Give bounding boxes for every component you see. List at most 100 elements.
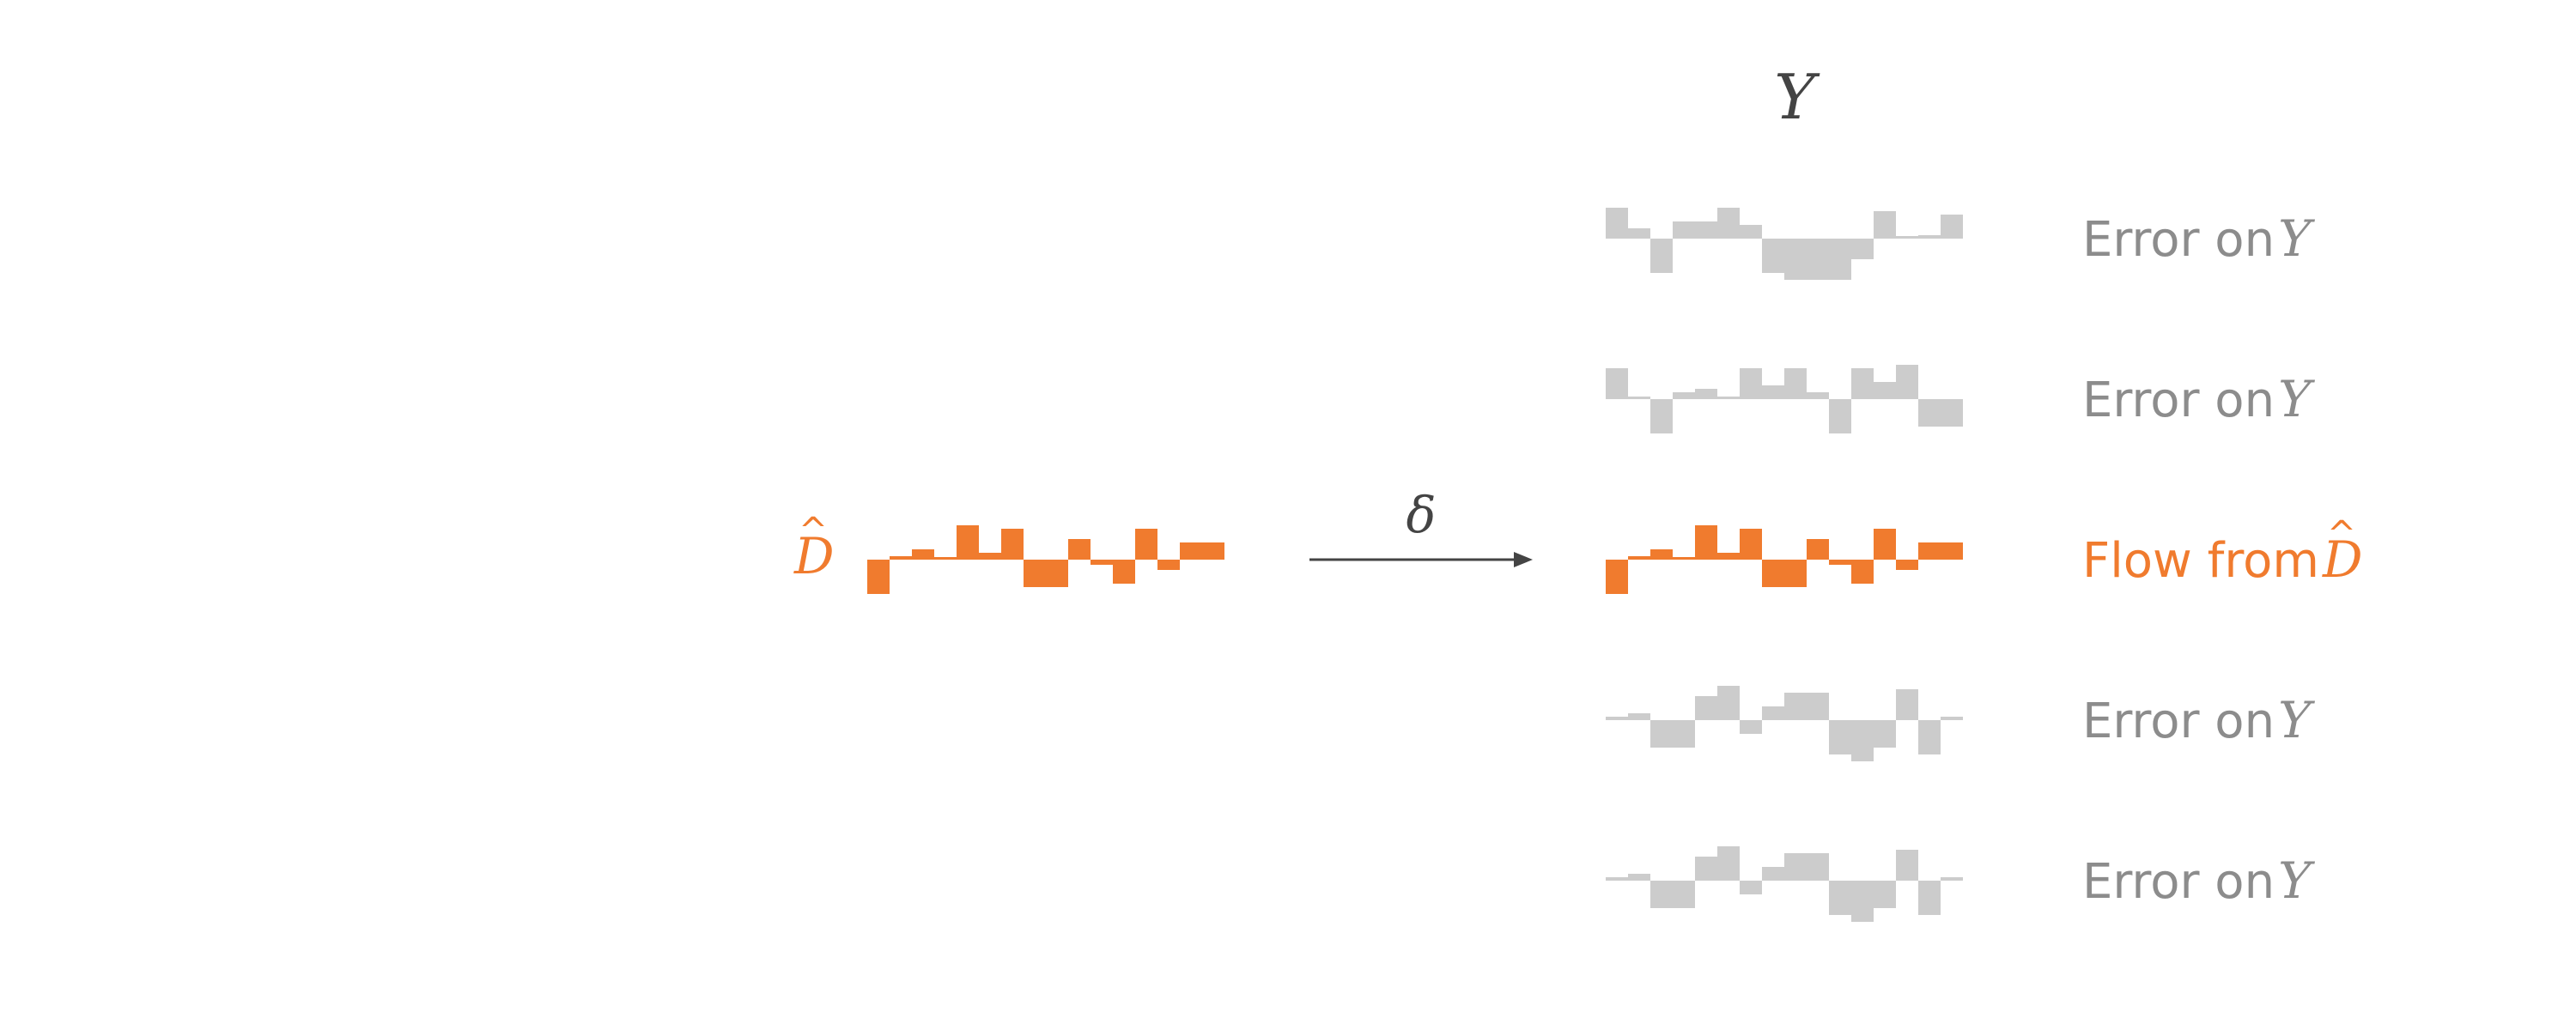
- row-label: Error on: [2082, 373, 2275, 428]
- math-symbol: Y: [2278, 370, 2315, 428]
- row-bar: [1851, 560, 1874, 584]
- delta-label: δ: [1406, 486, 1437, 544]
- row-bar: [1717, 208, 1740, 239]
- row-bar: [1673, 881, 1695, 908]
- row-bar: [1740, 529, 1762, 560]
- row-bar: [1829, 239, 1851, 280]
- row-bar: [1874, 382, 1896, 399]
- row-bar: [1673, 392, 1695, 399]
- row-bar: [1628, 397, 1650, 399]
- row-bar: [1628, 228, 1650, 239]
- y-column-header: Y: [1774, 61, 1820, 133]
- y-row: Flow from D^: [1606, 513, 2362, 594]
- row-bar: [1941, 542, 1963, 560]
- row-bar: [1717, 553, 1740, 560]
- arrow-head-icon: [1514, 552, 1533, 567]
- row-bar: [1851, 239, 1874, 259]
- math-symbol: Y: [2278, 209, 2315, 268]
- source-bar: [1180, 542, 1202, 560]
- row-bar: [1918, 399, 1941, 427]
- row-bar: [1695, 389, 1717, 399]
- row-bar: [1829, 720, 1851, 754]
- row-bar: [1717, 686, 1740, 720]
- source-bar: [1068, 539, 1091, 560]
- row-bar: [1807, 853, 1829, 881]
- row-bar: [1628, 713, 1650, 720]
- row-bar: [1941, 215, 1963, 239]
- row-bar: [1673, 720, 1695, 748]
- row-label: Error on: [2082, 694, 2275, 749]
- row-bar: [1740, 720, 1762, 734]
- row-bar: [1941, 877, 1963, 881]
- row-bar: [1628, 874, 1650, 881]
- row-bar: [1874, 211, 1896, 239]
- row-bar: [1851, 720, 1874, 761]
- row-bar: [1762, 867, 1784, 881]
- row-label: Error on: [2082, 854, 2275, 910]
- row-bar: [1918, 881, 1941, 915]
- row-bar: [1740, 225, 1762, 239]
- row-bar: [1695, 525, 1717, 560]
- source-bar: [1202, 542, 1224, 560]
- row-label: Error on: [2082, 212, 2275, 268]
- row-bar: [1628, 556, 1650, 560]
- row-bar: [1896, 365, 1918, 399]
- math-symbol: D: [793, 527, 835, 585]
- source-d-hat: D^: [793, 510, 1224, 594]
- row-bar: [1784, 693, 1807, 720]
- row-bar: [1650, 549, 1673, 560]
- row-bar: [1807, 693, 1829, 720]
- row-bar: [1717, 846, 1740, 881]
- row-bar: [1606, 717, 1628, 720]
- math-symbol: Y: [2278, 851, 2315, 910]
- source-bar: [979, 553, 1001, 560]
- row-bar: [1784, 560, 1807, 587]
- row-bar: [1606, 368, 1628, 399]
- row-bar: [1740, 368, 1762, 399]
- y-row: Error on Y: [1606, 365, 2315, 433]
- row-bar: [1762, 385, 1784, 399]
- row-bar: [1896, 850, 1918, 881]
- y-header-symbol: Y: [1774, 61, 1820, 133]
- row-bar: [1762, 560, 1784, 587]
- source-bar: [1157, 560, 1180, 570]
- row-bar: [1650, 239, 1673, 273]
- row-bar: [1874, 881, 1896, 908]
- row-bar: [1695, 221, 1717, 239]
- row-bar: [1673, 557, 1695, 560]
- row-bar: [1740, 881, 1762, 894]
- row-bar: [1762, 706, 1784, 720]
- row-bar: [1851, 881, 1874, 922]
- source-bar: [1091, 560, 1113, 565]
- row-bar: [1829, 881, 1851, 915]
- source-bar: [957, 525, 979, 560]
- row-bar: [1874, 529, 1896, 560]
- row-bar: [1829, 399, 1851, 433]
- row-bar: [1650, 720, 1673, 748]
- row-bar: [1807, 392, 1829, 399]
- source-bar: [1024, 560, 1046, 587]
- source-bar: [934, 557, 957, 560]
- row-bar: [1918, 542, 1941, 560]
- row-bar: [1896, 560, 1918, 570]
- row-bar: [1941, 717, 1963, 720]
- source-bar: [867, 560, 890, 594]
- source-bar: [890, 556, 912, 560]
- source-bar: [1001, 529, 1024, 560]
- row-bar: [1784, 239, 1807, 280]
- math-symbol: Y: [2278, 691, 2315, 749]
- row-bar: [1606, 877, 1628, 881]
- source-bar: [1135, 529, 1157, 560]
- row-bar: [1918, 720, 1941, 754]
- row-bar: [1918, 235, 1941, 239]
- row-bar: [1941, 399, 1963, 427]
- row-bar: [1784, 853, 1807, 881]
- row-bar: [1606, 208, 1628, 239]
- row-bar: [1695, 857, 1717, 881]
- row-bar: [1650, 881, 1673, 908]
- row-bar: [1717, 397, 1740, 399]
- row-bar: [1896, 236, 1918, 239]
- row-label: Flow from: [2082, 533, 2319, 589]
- source-bar: [912, 549, 934, 560]
